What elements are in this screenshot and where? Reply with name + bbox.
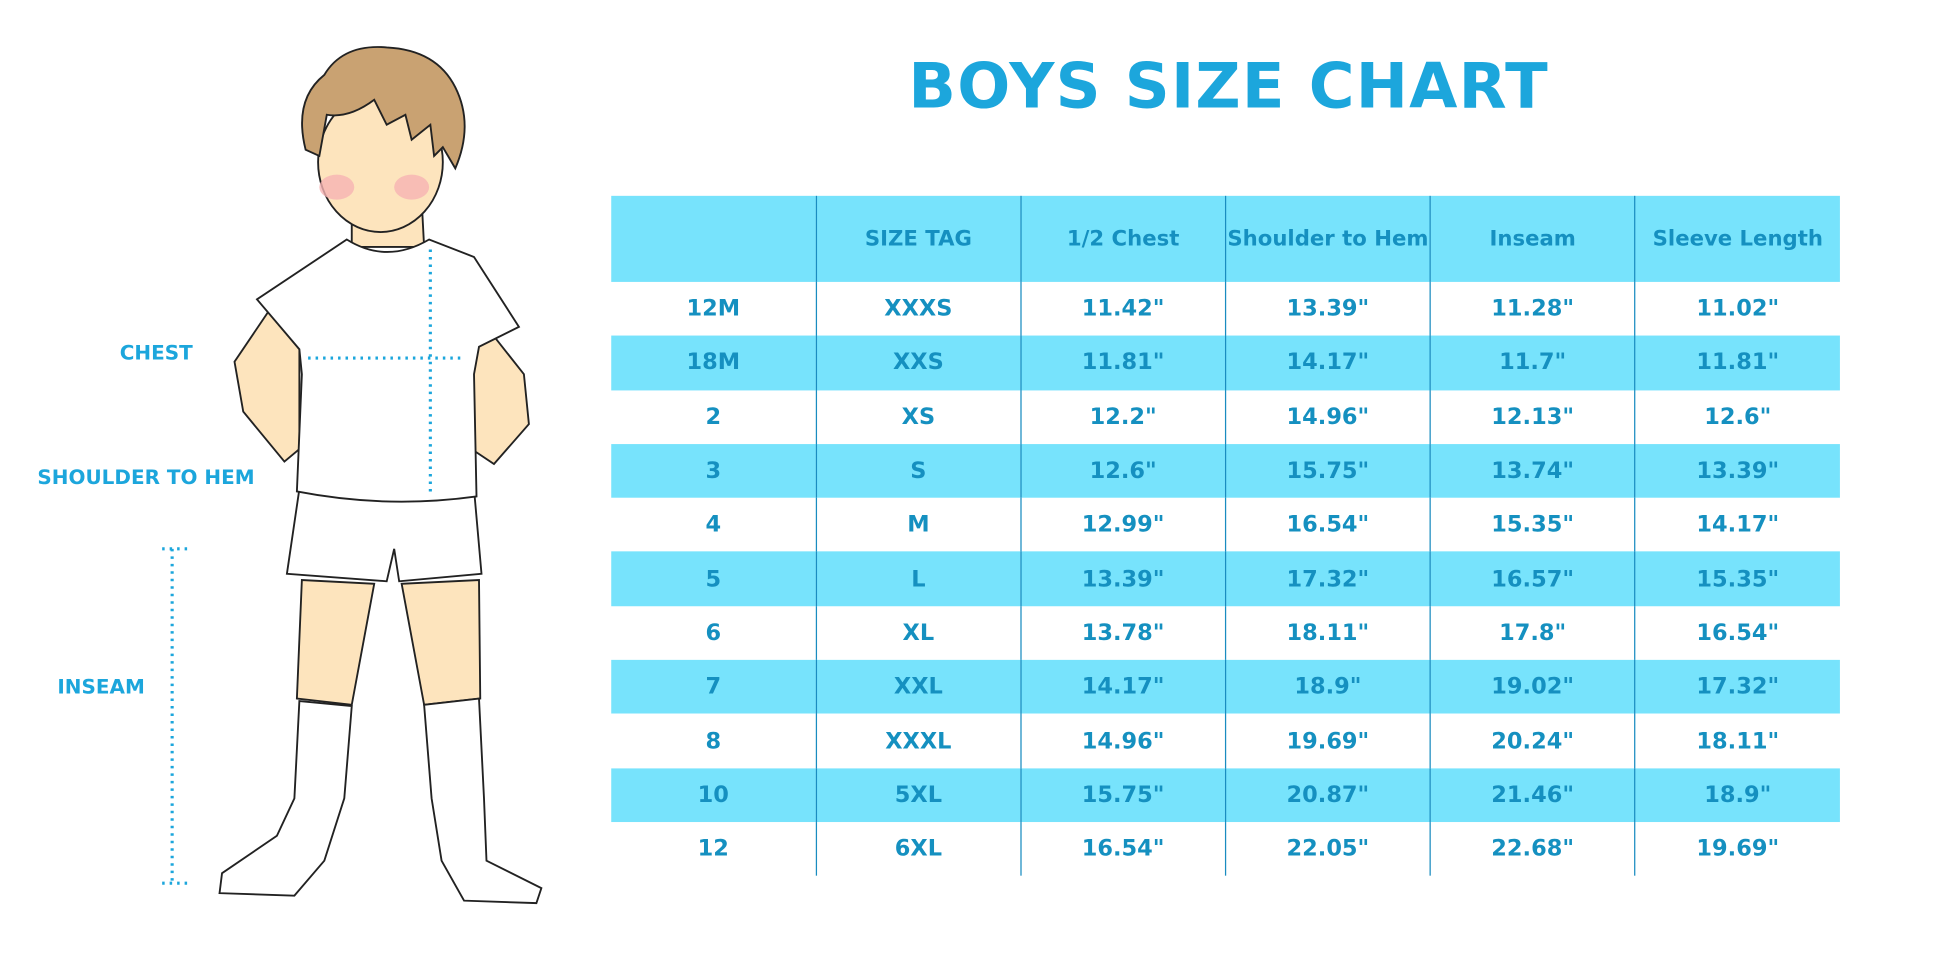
table-cell: 20.87" (1224, 767, 1431, 822)
table-cell: XXXL (815, 713, 1021, 768)
chest-label: CHEST (119, 340, 193, 365)
column-header: 1/2 Chest (1020, 195, 1226, 282)
table-cell: XXL (815, 659, 1021, 714)
table-cell: 18.11" (1224, 605, 1431, 660)
table-row: 12M XXXS 11.42" 13.39" 11.28" 11.02" (611, 281, 1840, 336)
table-cell: 14.17" (1634, 497, 1840, 552)
table-cell: 6XL (815, 821, 1021, 877)
table-row: 6 XL 13.78" 18.11" 17.8" 16.54" (611, 605, 1840, 660)
table-cell: 12M (686, 295, 741, 323)
hair (301, 46, 466, 171)
table-cell: 5XL (815, 767, 1021, 822)
table-cell: 22.05" (1224, 821, 1431, 877)
table-cell: 12.6" (1020, 443, 1226, 498)
table-cell: 17.32" (1634, 659, 1840, 714)
shirt (255, 238, 521, 503)
table-cell: 12.6" (1634, 389, 1840, 444)
column-header: Sleeve Length (1634, 195, 1840, 282)
left-sock (218, 700, 353, 897)
table-cell: 14.17" (1224, 335, 1431, 390)
table-cell: 13.39" (1634, 443, 1840, 498)
column-header: Inseam (1429, 195, 1636, 282)
table-cell: 15.35" (1634, 551, 1840, 606)
table-row: 10 5XL 15.75" 20.87" 21.46" 18.9" (611, 767, 1840, 822)
table-cell: 18M (611, 335, 816, 390)
table-cell: 18.9" (1634, 767, 1840, 822)
table-cell: 16.57" (1429, 551, 1636, 606)
table-cell: 4 (705, 511, 722, 539)
table-cell: 18.11" (1634, 713, 1840, 768)
table-cell: 20.24" (1429, 713, 1636, 768)
table-cell: 11.02" (1634, 281, 1840, 336)
table-cell: 11.42" (1020, 281, 1226, 336)
table-row: 12 6XL 16.54" 22.05" 22.68" 19.69" (611, 821, 1840, 877)
column-header: Shoulder to Hem (1224, 195, 1431, 282)
right-sock (423, 697, 543, 905)
table-row: 3 S 12.6" 15.75" 13.74" 13.39" (611, 443, 1840, 498)
table-header-row: SIZE TAG 1/2 Chest Shoulder to Hem Inseam Sl… (611, 195, 1840, 282)
table-cell: 11.81" (1020, 335, 1226, 390)
table-cell: 7 (611, 659, 816, 714)
table-cell: 14.17" (1020, 659, 1226, 714)
table-cell: 11.81" (1634, 335, 1840, 390)
size-table: SIZE TAG 1/2 Chest Shoulder to Hem Inseam Sl… (611, 195, 1840, 877)
table-cell: XXS (815, 335, 1021, 390)
table-cell: 14.96" (1224, 389, 1431, 444)
table-row: 5 L 13.39" 17.32" 16.57" 15.35" (611, 551, 1840, 606)
table-row: 2 XS 12.2" 14.96" 12.13" 12.6" (611, 389, 1840, 444)
table-cell: 13.39" (1224, 281, 1431, 336)
table-row: 7 XXL 14.17" 18.9" 19.02" 17.32" (611, 659, 1840, 714)
table-cell: 5 (611, 551, 816, 606)
table-cell: 3 (611, 443, 816, 498)
table-cell: 15.75" (1020, 767, 1226, 822)
table-cell: 16.54" (1224, 497, 1431, 552)
table-cell: 17.8" (1429, 605, 1636, 660)
table-cell: M (815, 497, 1021, 552)
table-cell: 16.54" (1020, 821, 1226, 877)
table-cell: 12 (697, 835, 729, 863)
shoulder-to-hem-label: SHOULDER TO HEM (37, 465, 255, 489)
table-cell: 2 (705, 403, 722, 431)
table-row: 18M XXS 11.81" 14.17" 11.7" 11.81" (611, 335, 1840, 390)
table-cell: 10 (611, 767, 816, 822)
inseam-label: INSEAM (57, 674, 145, 699)
legs (295, 579, 482, 706)
table-cell: 17.32" (1224, 551, 1431, 606)
table-cell: 11.28" (1429, 281, 1636, 336)
table-cell: 12.99" (1020, 497, 1226, 552)
shorts (285, 488, 483, 583)
table-cell: 19.69" (1634, 821, 1840, 877)
column-header: SIZE TAG (815, 195, 1021, 282)
table-row: 4 M 12.99" 16.54" 15.35" 14.17" (611, 497, 1840, 552)
table-cell: XL (815, 605, 1021, 660)
table-cell: L (815, 551, 1021, 606)
table-cell: 19.69" (1224, 713, 1431, 768)
boy-illustration (162, 46, 543, 905)
table-cell: 21.46" (1429, 767, 1636, 822)
column-header (611, 195, 816, 282)
table-cell: 16.54" (1634, 605, 1840, 660)
page-title: BOYS SIZE CHART (908, 49, 1549, 123)
table-cell: 13.39" (1020, 551, 1226, 606)
table-row: 8 XXXL 14.96" 19.69" 20.24" 18.11" (611, 713, 1840, 768)
table-cell: 13.74" (1429, 443, 1636, 498)
table-cell: XXXS (815, 281, 1021, 336)
table-cell: 14.96" (1020, 713, 1226, 768)
table-cell: S (815, 443, 1021, 498)
table-cell: XS (815, 389, 1021, 444)
table-cell: 11.7" (1429, 335, 1636, 390)
table-cell: 12.2" (1020, 389, 1226, 444)
table-cell: 22.68" (1429, 821, 1636, 877)
table-cell: 13.78" (1020, 605, 1226, 660)
table-cell: 12.13" (1429, 389, 1636, 444)
table-cell: 19.02" (1429, 659, 1636, 714)
table-cell: 8 (705, 727, 722, 755)
table-cell: 18.9" (1224, 659, 1431, 714)
table-cell: 15.75" (1224, 443, 1431, 498)
table-cell: 6 (705, 619, 722, 647)
table-cell: 15.35" (1429, 497, 1636, 552)
